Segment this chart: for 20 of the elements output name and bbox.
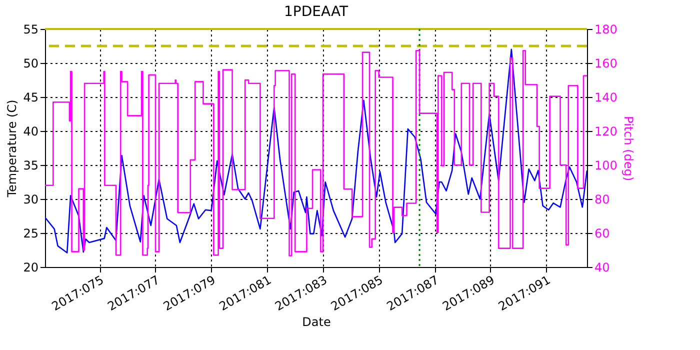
y-tick-label: 50 bbox=[23, 56, 38, 70]
chart-title: 1PDEAAT bbox=[284, 4, 348, 20]
y2-tick-label: 140 bbox=[594, 90, 618, 104]
y2-tick-label: 40 bbox=[594, 260, 610, 274]
y-tick-label: 35 bbox=[23, 158, 38, 172]
y-tick-label: 30 bbox=[23, 192, 38, 206]
y2-tick-label: 80 bbox=[594, 192, 610, 206]
y-tick-label: 45 bbox=[23, 90, 38, 104]
y2-tick-label: 160 bbox=[594, 56, 618, 70]
y-tick-label: 20 bbox=[23, 260, 38, 274]
y-axis-title: Temperature (C) bbox=[5, 100, 20, 198]
y-tick-label: 25 bbox=[23, 226, 38, 240]
y2-tick-label: 120 bbox=[594, 124, 618, 138]
y2-tick-label: 100 bbox=[594, 158, 618, 172]
y2-tick-label: 180 bbox=[594, 22, 618, 36]
y-tick-label: 55 bbox=[23, 22, 38, 36]
x-axis-title: Date bbox=[302, 314, 331, 329]
y2-axis-title: Pitch (deg) bbox=[621, 116, 636, 182]
y2-tick-label: 60 bbox=[594, 226, 610, 240]
y-tick-label: 40 bbox=[23, 124, 38, 138]
